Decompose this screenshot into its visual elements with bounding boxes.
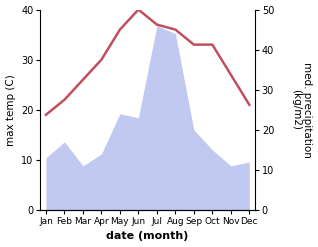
Y-axis label: max temp (C): max temp (C) — [5, 74, 16, 146]
Y-axis label: med. precipitation
(kg/m2): med. precipitation (kg/m2) — [291, 62, 313, 158]
X-axis label: date (month): date (month) — [107, 231, 189, 242]
